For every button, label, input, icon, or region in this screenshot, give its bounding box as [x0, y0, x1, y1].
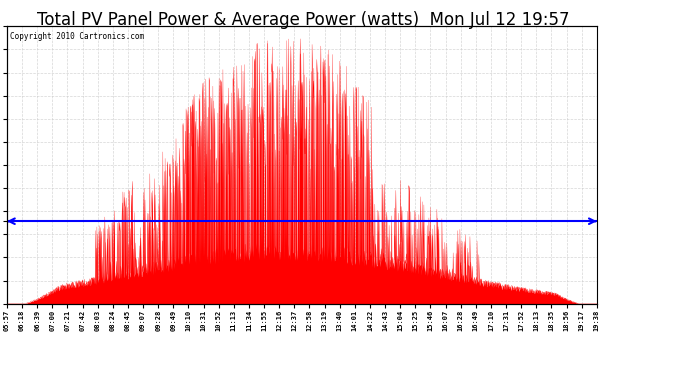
- Text: Copyright 2010 Cartronics.com: Copyright 2010 Cartronics.com: [10, 32, 144, 41]
- Text: Total PV Panel Power & Average Power (watts)  Mon Jul 12 19:57: Total PV Panel Power & Average Power (wa…: [37, 11, 570, 29]
